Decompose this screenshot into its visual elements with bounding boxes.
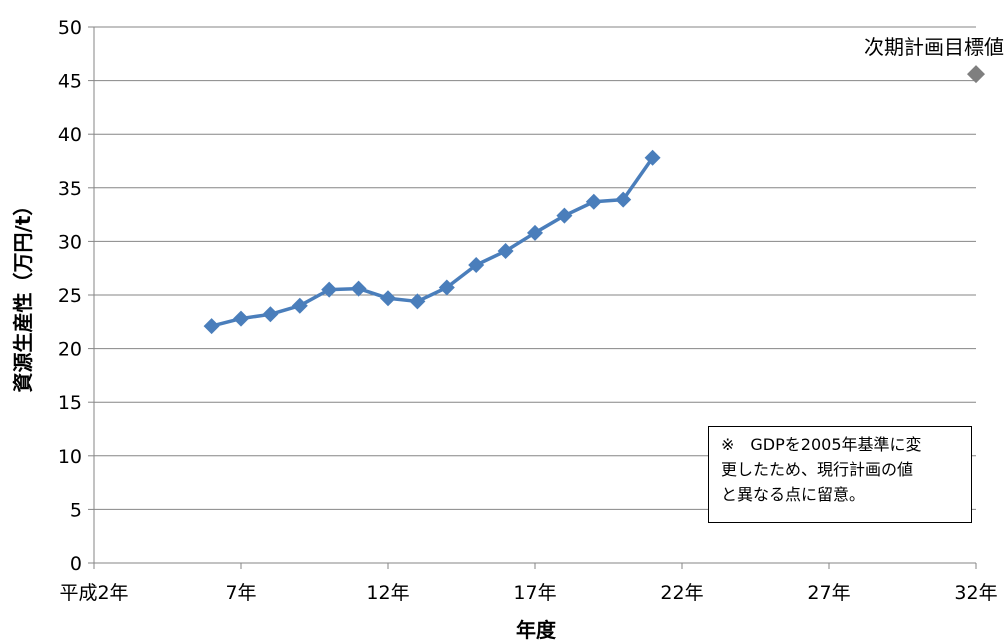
- x-axis-title: 年度: [516, 618, 557, 641]
- x-tick-labels: 平成2年 7年 12年 17年 22年 27年 32年: [59, 582, 997, 604]
- data-point-marker: [204, 318, 220, 334]
- data-point-marker: [262, 306, 278, 322]
- note-line: ※ GDPを2005年基準に変: [721, 432, 963, 457]
- y-tick-label: 30: [58, 231, 82, 253]
- note-box: ※ GDPを2005年基準に変 更したため、現行計画の値 と異なる点に留意。: [708, 426, 972, 523]
- target-label: 次期計画目標値: [864, 35, 1004, 59]
- y-tick-label: 20: [58, 339, 82, 361]
- data-point-marker: [351, 281, 367, 297]
- y-tick-label: 5: [70, 499, 82, 521]
- data-point-marker: [409, 293, 425, 309]
- y-tick-label: 45: [58, 71, 82, 93]
- note-line: と異なる点に留意。: [721, 482, 963, 507]
- data-point-marker: [292, 298, 308, 314]
- data-point-marker: [527, 225, 543, 241]
- x-tick-label: 12年: [366, 582, 409, 604]
- x-tick-label: 17年: [513, 582, 556, 604]
- data-point-marker: [556, 208, 572, 224]
- target-group: 次期計画目標値: [864, 35, 1004, 83]
- y-tick-labels: 0 5 10 15 20 25 30 35 40 45 50: [58, 17, 82, 575]
- y-tick-label: 40: [58, 124, 82, 146]
- x-tick-label: 平成2年: [59, 582, 128, 604]
- y-tick-label: 15: [58, 392, 82, 414]
- y-tick-label: 35: [58, 178, 82, 200]
- y-tick-label: 25: [58, 285, 82, 307]
- x-tick-label: 32年: [954, 582, 997, 604]
- data-point-marker: [380, 290, 396, 306]
- y-axis-title: 資源生産性（万円/t）: [11, 196, 35, 393]
- data-point-marker: [586, 194, 602, 210]
- y-tick-label: 50: [58, 17, 82, 39]
- series-line: [212, 158, 653, 326]
- x-tick-label: 27年: [807, 582, 850, 604]
- y-tick-label: 10: [58, 446, 82, 468]
- x-tick-label: 7年: [225, 582, 256, 604]
- series-group: [204, 150, 661, 334]
- note-line: 更したため、現行計画の値: [721, 457, 963, 482]
- y-tick-label: 0: [70, 553, 82, 575]
- data-point-marker: [498, 243, 514, 259]
- data-point-marker: [233, 311, 249, 327]
- x-tick-label: 22年: [660, 582, 703, 604]
